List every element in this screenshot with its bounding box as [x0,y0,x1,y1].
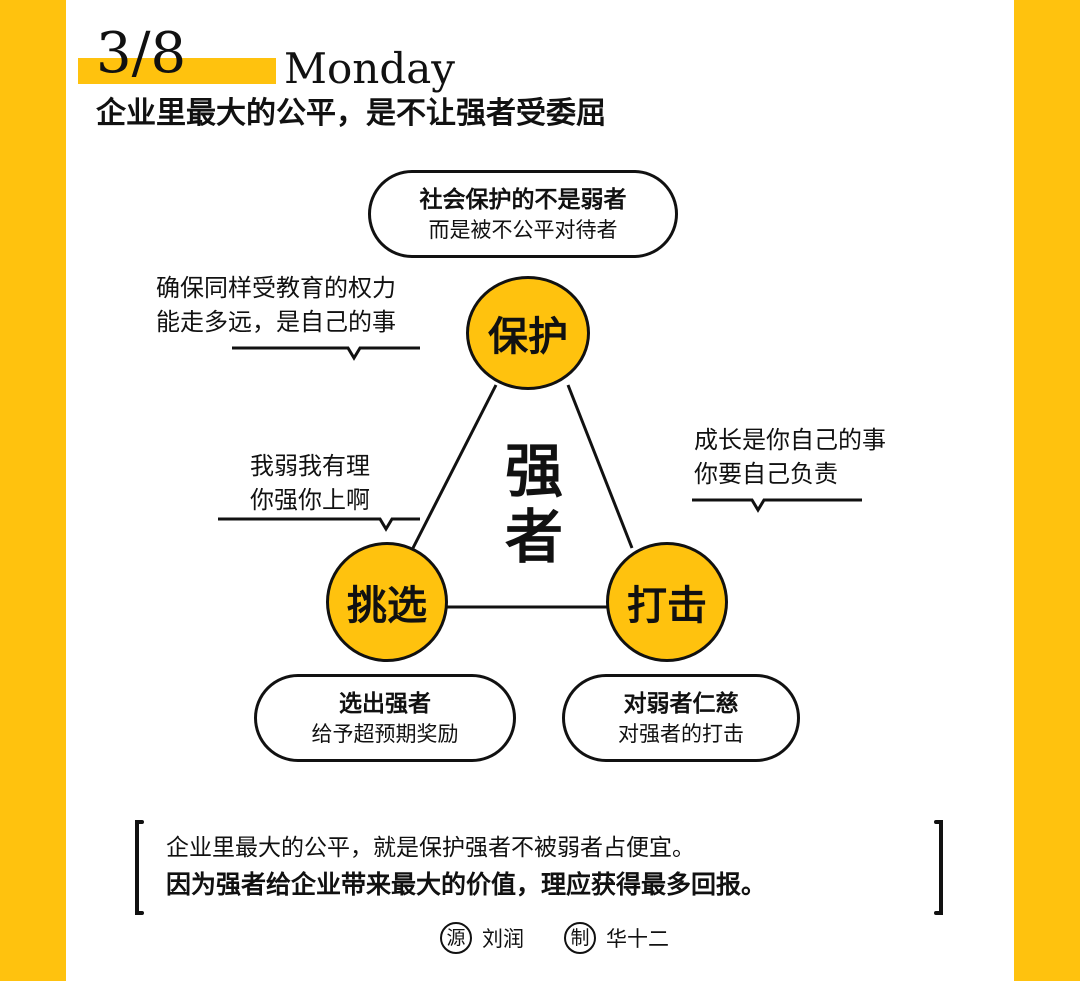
note-protect-line2: 能走多远，是自己的事 [156,308,396,336]
note-strike-line1: 成长是你自己的事 [694,426,886,454]
node-protect: 保护 [466,276,590,390]
maker-name: 华十二 [606,927,669,951]
quote-bracket-left [135,820,144,915]
box-protect: 社会保护的不是弱者 而是被不公平对待者 [368,170,678,258]
date-highlight-bar [78,58,276,84]
note-strike-underline [692,498,862,513]
page-title: 企业里最大的公平，是不让强者受委屈 [96,96,606,131]
note-protect-underline [232,346,420,361]
quote-bracket-right [934,820,943,915]
weekday-label: Monday [284,44,455,93]
poster-card [66,0,1014,981]
edge-protect-strike [566,384,634,549]
note-strike-line2: 你要自己负责 [694,460,838,488]
box-select-title: 选出强者 [339,691,431,717]
source-badge-icon: 源 [440,922,472,954]
box-select-subtitle: 给予超预期奖励 [311,722,459,746]
box-strike-title: 对弱者仁慈 [623,691,739,717]
center-label-top: 强 [504,437,563,505]
quote-line-2: 因为强者给企业带来最大的价值，理应获得最多回报。 [166,870,767,899]
quote-line-1: 企业里最大的公平，就是保护强者不被弱者占便宜。 [166,835,695,861]
node-strike: 打击 [606,542,728,662]
date-number: 3/8 [96,21,187,86]
note-select-line2: 你强你上啊 [250,486,370,514]
note-protect-line1: 确保同样受教育的权力 [156,274,396,302]
maker-badge-icon: 制 [564,922,596,954]
center-label-bottom: 者 [504,503,563,571]
box-protect-title: 社会保护的不是弱者 [419,187,627,213]
node-select: 挑选 [326,542,448,662]
source-name: 刘润 [482,927,524,951]
box-strike: 对弱者仁慈 对强者的打击 [562,674,800,762]
edge-protect-select [411,384,498,549]
note-select-line1: 我弱我有理 [250,452,370,480]
box-protect-subtitle: 而是被不公平对待者 [428,218,618,242]
box-select: 选出强者 给予超预期奖励 [254,674,516,762]
note-select-underline [218,517,420,532]
center-label: 强 者 [500,438,568,570]
box-strike-subtitle: 对强者的打击 [618,722,744,746]
